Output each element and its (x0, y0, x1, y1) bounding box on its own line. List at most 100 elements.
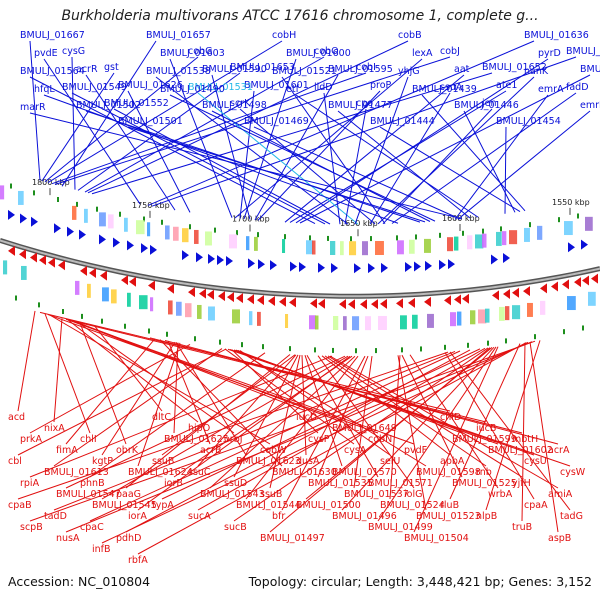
cog-bar (147, 222, 151, 237)
gene-arrow-forward (354, 263, 361, 274)
gene-label-forward: BMULJ_01501 (118, 116, 183, 127)
gene-label-reverse: cysW (560, 467, 586, 478)
cog-bar (588, 291, 596, 306)
gene-arrow-forward (425, 260, 432, 271)
gene-arrow-reverse (100, 270, 107, 281)
gc-tick (415, 234, 417, 240)
gc-tick (439, 232, 441, 238)
gene-label-forward: pyrD (538, 48, 561, 59)
cog-bar (315, 315, 319, 330)
gene-label-reverse: BMULJ_01525 (452, 478, 517, 489)
gene-leader-line (317, 355, 415, 489)
gene-leader-line (29, 112, 463, 220)
gc-tick (444, 344, 446, 350)
cog-bar (540, 300, 546, 315)
cog-bar (375, 240, 384, 255)
gc-tick (420, 346, 422, 352)
gene-arrow-reverse (289, 297, 296, 308)
gene-label-reverse: tadG (560, 511, 583, 522)
cog-bar (124, 217, 128, 232)
gene-arrow-forward (8, 209, 15, 220)
kbp-label: 1550 kbp (552, 198, 590, 207)
gene-label-reverse: rnb (476, 467, 492, 478)
cog-bar (127, 292, 131, 307)
gene-arrow-reverse (80, 265, 87, 276)
gene-arrow-reverse (551, 281, 558, 292)
gene-arrow-forward (99, 234, 106, 245)
gene-leader-line (317, 355, 369, 478)
gene-leader-line (231, 349, 319, 434)
gene-arrow-reverse (268, 296, 275, 307)
gene-label-reverse: chlD (440, 412, 461, 423)
cog-bar (232, 309, 240, 324)
gene-label-reverse: nlpB (476, 511, 497, 522)
gene-label-reverse: BMULJ_01537 (344, 489, 409, 500)
gene-leader-line (89, 352, 266, 478)
gc-tick (529, 222, 531, 228)
gene-arrow-forward (54, 223, 61, 234)
gene-leader-line (113, 108, 331, 225)
gene-label-reverse: acrA (548, 445, 570, 456)
gene-arrow-forward (182, 250, 189, 261)
gene-label-forward: BMULJ_01590 (202, 64, 267, 75)
gene-label-reverse: pdhD (116, 533, 141, 544)
gene-leader-line (71, 320, 307, 412)
gene-leader-line (79, 322, 127, 445)
gene-leader-line (17, 348, 227, 456)
gene-leader-line (377, 346, 497, 522)
gc-tick (396, 235, 398, 241)
cog-bar (246, 236, 250, 251)
gc-tick (314, 347, 316, 353)
gene-label-reverse: BMULJ_01535 (308, 478, 373, 489)
gene-arrow-forward (217, 254, 224, 265)
gene-leader-line (337, 110, 471, 219)
gene-label-forward: BMULJ_01667 (20, 30, 85, 41)
gene-arrow-reverse (207, 289, 214, 300)
gene-leader-line (53, 348, 223, 467)
gene-label-reverse: selU (380, 456, 400, 467)
gene-label-forward: hfqL (34, 84, 55, 95)
gene-label-reverse: yjfH (512, 478, 531, 489)
gene-arrow-forward (127, 240, 134, 251)
gene-label-reverse: kgtP (92, 456, 113, 467)
kbp-label: 1800 kbp (32, 178, 70, 187)
gene-label-reverse: BMULJ_01523 (416, 511, 481, 522)
gene-label-forward: BMULJ_01498 (202, 100, 267, 111)
gene-arrow-forward (448, 259, 455, 270)
gene-leader-line (421, 94, 526, 212)
gene-leader-line (454, 94, 549, 220)
cog-bar (524, 227, 530, 242)
cog-bar (527, 302, 533, 317)
gene-leader-line (239, 108, 376, 225)
gene-leader-line (164, 339, 559, 445)
gene-leader-line (159, 339, 283, 467)
cog-bar (427, 313, 434, 328)
cog-bar (99, 212, 106, 227)
gene-label-forward: acrR (76, 64, 98, 75)
gene-arrow-reverse (396, 298, 403, 309)
gene-leader-line (91, 72, 493, 195)
cog-bar (450, 312, 457, 327)
gc-tick (558, 217, 560, 223)
gene-leader-line (197, 92, 359, 225)
gene-leader-line (71, 92, 326, 225)
gc-tick (62, 309, 64, 315)
gene-leader-line (87, 40, 409, 194)
gene-label-forward: etf (286, 84, 300, 95)
gene-leader-line (369, 92, 451, 225)
gc-tick (214, 227, 216, 233)
gene-label-reverse: nusA (56, 533, 80, 544)
gene-leader-line (224, 348, 355, 445)
gene-label-reverse: dltC (152, 412, 171, 423)
cog-bar (136, 220, 145, 235)
gene-leader-line (197, 347, 486, 511)
gene-label-reverse: fimA (56, 445, 78, 456)
gene-arrow-reverse (247, 294, 254, 305)
gene-label-forward: fadD (566, 82, 589, 93)
gene-arrow-forward (581, 239, 588, 250)
cog-bar (168, 300, 173, 315)
cog-bar (412, 314, 418, 329)
gene-label-reverse: infB (92, 544, 111, 555)
gc-tick (262, 344, 264, 350)
